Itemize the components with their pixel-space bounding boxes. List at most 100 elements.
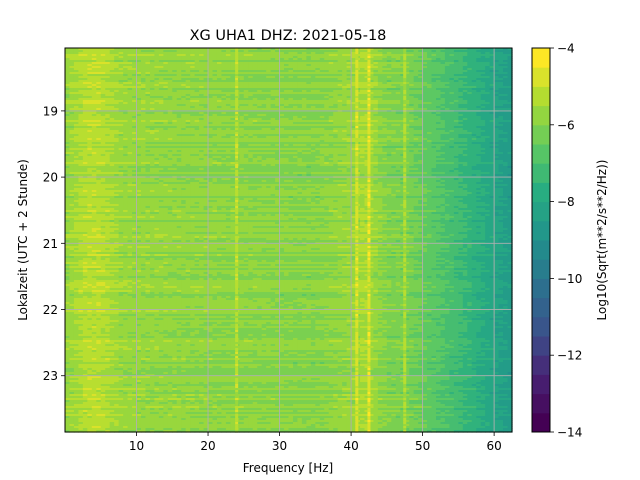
heatmap-cell	[243, 76, 249, 79]
heatmap-cell	[105, 52, 111, 55]
heatmap-cell	[480, 76, 486, 79]
heatmap-cell	[284, 84, 290, 87]
heatmap-cell	[257, 54, 263, 57]
heatmap-cell	[132, 72, 138, 75]
heatmap-cell	[132, 86, 138, 89]
heatmap-cell	[194, 62, 200, 65]
heatmap-cell	[266, 64, 272, 67]
heatmap-cell	[422, 62, 428, 65]
heatmap-cell	[391, 78, 397, 81]
heatmap-cell	[176, 52, 182, 55]
heatmap-cell	[377, 86, 383, 89]
heatmap-cell	[199, 76, 205, 79]
heatmap-cell	[409, 82, 415, 85]
heatmap-cell	[132, 56, 138, 59]
heatmap-cell	[243, 58, 249, 61]
heatmap-cell	[306, 60, 312, 63]
heatmap-cell	[109, 84, 115, 87]
heatmap-cell	[194, 70, 200, 73]
heatmap-cell	[158, 70, 164, 73]
heatmap-cell	[288, 64, 294, 67]
heatmap-cell	[377, 74, 383, 77]
heatmap-cell	[382, 48, 388, 51]
heatmap-cell	[199, 60, 205, 63]
heatmap-cell	[221, 52, 227, 55]
heatmap-cell	[176, 84, 182, 87]
heatmap-cell	[190, 70, 196, 73]
heatmap-cell	[91, 54, 97, 57]
heatmap-cell	[494, 70, 500, 73]
heatmap-cell	[65, 48, 71, 51]
heatmap-cell	[364, 88, 370, 91]
heatmap-cell	[306, 64, 312, 67]
heatmap-cell	[471, 50, 477, 53]
heatmap-cell	[172, 56, 178, 59]
heatmap-cell	[404, 78, 410, 81]
heatmap-cell	[230, 48, 236, 51]
heatmap-cell	[118, 60, 124, 63]
heatmap-cell	[444, 60, 451, 63]
heatmap-cell	[485, 68, 491, 71]
heatmap-cell	[337, 64, 343, 67]
heatmap-cell	[342, 66, 348, 69]
heatmap-cell	[261, 86, 267, 89]
heatmap-cell	[252, 48, 258, 51]
heatmap-cell	[194, 64, 200, 67]
heatmap-cell	[467, 78, 473, 81]
heatmap-cell	[87, 54, 93, 57]
heatmap-cell	[96, 72, 102, 75]
heatmap-cell	[301, 62, 307, 65]
heatmap-cell	[485, 76, 491, 79]
heatmap-cell	[96, 52, 102, 55]
heatmap-cell	[221, 66, 227, 69]
heatmap-cell	[373, 66, 379, 69]
heatmap-cell	[440, 56, 446, 59]
heatmap-cell	[257, 82, 263, 85]
heatmap-cell	[342, 74, 348, 77]
heatmap-cell	[476, 72, 482, 75]
heatmap-cell	[275, 90, 281, 93]
heatmap-cell	[391, 70, 397, 73]
heatmap-cell	[252, 82, 258, 85]
heatmap-cell	[190, 88, 196, 91]
heatmap-cell	[342, 86, 348, 89]
heatmap-cell	[212, 90, 218, 93]
heatmap-cell	[319, 50, 325, 53]
heatmap-cell	[292, 72, 299, 75]
heatmap-cell	[105, 88, 111, 91]
heatmap-cell	[503, 60, 509, 63]
heatmap-cell	[471, 58, 477, 61]
heatmap-cell	[78, 74, 84, 77]
heatmap-cell	[346, 84, 352, 87]
heatmap-cell	[440, 88, 446, 91]
heatmap-cell	[319, 72, 325, 75]
heatmap-cell	[373, 74, 379, 77]
heatmap-cell	[145, 48, 151, 51]
heatmap-cell	[190, 60, 196, 63]
heatmap-cell	[315, 70, 321, 73]
heatmap-cell	[114, 86, 120, 89]
heatmap-cell	[203, 48, 209, 51]
heatmap-cell	[181, 60, 187, 63]
heatmap-cell	[382, 50, 388, 53]
heatmap-cell	[377, 54, 383, 57]
heatmap-cell	[498, 78, 504, 81]
heatmap-cell	[154, 58, 160, 61]
heatmap-cell	[82, 90, 88, 93]
heatmap-cell	[239, 80, 245, 83]
heatmap-cell	[400, 70, 406, 73]
heatmap-cell	[342, 70, 348, 73]
heatmap-cell	[480, 50, 486, 53]
heatmap-cell	[118, 62, 124, 65]
heatmap-cell	[440, 70, 446, 73]
heatmap-cell	[444, 82, 451, 85]
heatmap-cell	[266, 50, 272, 53]
heatmap-cell	[261, 72, 267, 75]
heatmap-cell	[185, 60, 191, 63]
heatmap-cell	[440, 78, 446, 81]
heatmap-cell	[239, 90, 245, 93]
heatmap-cell	[96, 76, 102, 79]
heatmap-cell	[342, 78, 348, 81]
heatmap-cell	[127, 90, 133, 93]
heatmap-cell	[239, 68, 245, 71]
